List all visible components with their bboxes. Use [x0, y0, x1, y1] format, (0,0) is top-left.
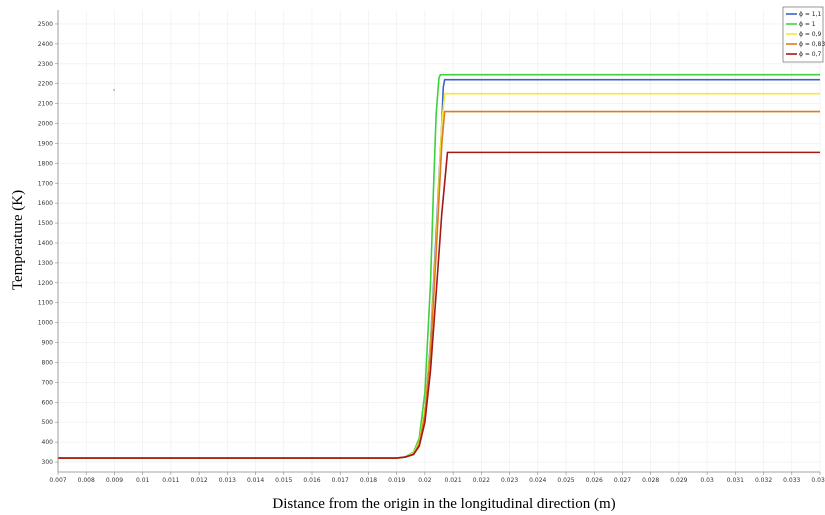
- series-lines: [58, 73, 820, 459]
- y-tick-label: 1000: [38, 320, 53, 327]
- y-axis-title: Temperature (K): [10, 190, 26, 290]
- legend-label: ϕ = 0,83: [799, 41, 825, 48]
- y-tick-label: 300: [42, 459, 54, 466]
- series-line-4: [58, 151, 820, 459]
- x-tick-label: 0.028: [642, 477, 659, 484]
- y-tick-label: 1900: [38, 140, 53, 147]
- x-tick-label: 0.033: [783, 477, 800, 484]
- x-axis-ticks: 0.007 0.008 0.009 0.01 0.011 0.012 0.013 0.014 0…: [49, 472, 825, 484]
- x-tick-label: 0.016: [303, 477, 320, 484]
- x-axis-title: Distance from the origin in the longitud…: [272, 496, 615, 512]
- x-tick-label: 0.022: [473, 477, 490, 484]
- y-tick-label: 2500: [38, 21, 53, 28]
- y-axis-ticks: 300 400 500 600 700 800 900 1000 1100 1200 1300 140…: [38, 21, 58, 466]
- x-tick-label: 0.013: [219, 477, 236, 484]
- y-tick-label: 1600: [38, 200, 53, 207]
- y-tick-label: 1700: [38, 180, 53, 187]
- y-tick-label: 700: [42, 379, 54, 386]
- y-tick-label: 2400: [38, 41, 53, 48]
- legend-label: ϕ = 0,7: [799, 51, 822, 58]
- y-tick-label: 2200: [38, 81, 53, 88]
- legend: ϕ = 1,1 ϕ = 1 ϕ = 0,9 ϕ = 0,83 ϕ = 0,7: [782, 6, 825, 63]
- y-tick-label: 1800: [38, 160, 53, 167]
- x-tick-label: 0.019: [388, 477, 405, 484]
- legend-label: ϕ = 1: [799, 21, 816, 28]
- x-tick-label: 0.007: [49, 477, 66, 484]
- y-tick-label: 600: [42, 399, 54, 406]
- x-tick-label: 0.015: [275, 477, 292, 484]
- x-tick-label: 0.029: [670, 477, 687, 484]
- y-tick-label: 500: [42, 419, 54, 426]
- x-tick-label: 0.017: [332, 477, 349, 484]
- x-tick-label: 0.032: [755, 477, 772, 484]
- y-tick-label: 1500: [38, 220, 53, 227]
- x-tick-label: 0.025: [557, 477, 574, 484]
- x-tick-label: 0.034: [811, 477, 825, 484]
- x-tick-label: 0.014: [247, 477, 264, 484]
- y-tick-label: 2000: [38, 121, 53, 128]
- x-tick-label: 0.023: [501, 477, 518, 484]
- x-tick-label: 0.027: [614, 477, 631, 484]
- y-tick-label: 2100: [38, 101, 53, 108]
- x-tick-label: 0.02: [418, 477, 432, 484]
- y-tick-label: 1300: [38, 260, 53, 267]
- y-tick-label: 1100: [38, 300, 53, 307]
- x-tick-label: 0.026: [586, 477, 603, 484]
- x-tick-label: 0.031: [727, 477, 744, 484]
- x-tick-label: 0.009: [106, 477, 123, 484]
- x-tick-label: 0.018: [360, 477, 377, 484]
- y-tick-label: 1200: [38, 280, 53, 287]
- legend-label: ϕ = 0,9: [799, 31, 822, 38]
- y-tick-label: 900: [42, 340, 54, 347]
- x-tick-label: 0.011: [162, 477, 179, 484]
- x-tick-label: 0.008: [78, 477, 95, 484]
- x-tick-label: 0.01: [136, 477, 150, 484]
- x-tick-label: 0.021: [445, 477, 462, 484]
- stray-dot: [113, 89, 115, 91]
- legend-label: ϕ = 1,1: [799, 11, 822, 18]
- x-tick-label: 0.024: [529, 477, 546, 484]
- x-tick-label: 0.03: [700, 477, 714, 484]
- x-tick-label: 0.012: [191, 477, 208, 484]
- y-tick-label: 400: [42, 439, 54, 446]
- y-tick-label: 800: [42, 359, 54, 366]
- y-tick-label: 1400: [38, 240, 53, 247]
- y-tick-label: 2300: [38, 61, 53, 68]
